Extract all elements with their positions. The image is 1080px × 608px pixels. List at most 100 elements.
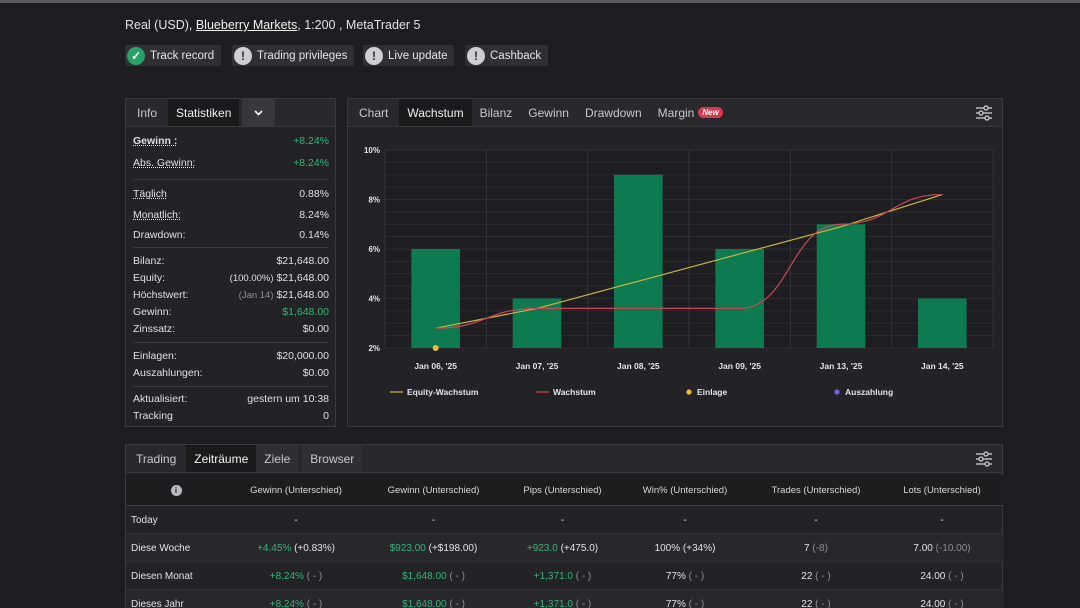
profit-diff: ( - ) (449, 570, 465, 582)
tab-statistics[interactable]: Statistiken (168, 99, 240, 126)
cell-gain: +8.24% ( - ) (226, 590, 366, 608)
equity-amount: $21,648.00 (276, 272, 329, 284)
cell-profit: $1,648.00 ( - ) (366, 590, 501, 608)
stat-equity: Equity: (100.00%) $21,648.00 (133, 270, 329, 286)
stat-value: 0.88% (299, 188, 329, 200)
bar (512, 298, 562, 348)
tab-growth[interactable]: Wachstum (399, 99, 472, 126)
tab-trading[interactable]: Trading (136, 451, 177, 466)
tab-drawdown[interactable]: Drawdown (584, 105, 642, 120)
header-lots[interactable]: Lots (Unterschied) (903, 485, 981, 496)
y-tick-label: 8% (368, 196, 380, 205)
trades-value: 22 (801, 598, 813, 608)
cell-lots: - (886, 506, 998, 534)
settings-sliders-icon[interactable] (975, 451, 993, 467)
pips-diff: ( - ) (575, 570, 592, 582)
stat-label[interactable]: Täglich (133, 188, 167, 200)
row-period: Dieses Jahr (131, 598, 184, 608)
tab-margin[interactable]: Margin New (650, 99, 731, 126)
cell-win: 77% ( - ) (624, 590, 746, 608)
divider (133, 247, 329, 248)
pips-value: - (560, 514, 565, 526)
lots-value: 24.00 (920, 598, 946, 608)
exclamation-icon: ! (467, 46, 485, 65)
table-row: Diesen Monat +8.24% ( - ) $1,648.00 ( - … (126, 562, 1004, 590)
account-details: , 1:200 , MetaTrader 5 (297, 18, 421, 32)
stat-label[interactable]: Abs. Gewinn: (133, 157, 196, 169)
tab-periods[interactable]: Zeiträume (186, 445, 257, 472)
tab-info[interactable]: Info (137, 105, 158, 120)
legend-dot-swatch (686, 389, 692, 395)
badge-trading-privileges[interactable]: ! Trading privileges (232, 45, 355, 66)
cell-trades: 7 (-8) (746, 534, 886, 562)
cell-pips: - (501, 506, 624, 534)
high-date: (Jan 14) (238, 290, 274, 301)
stat-deposits: Einlagen: $20,000.00 (133, 348, 329, 364)
bar (614, 174, 663, 348)
badge-track-record[interactable]: ✓ Track record (125, 45, 222, 66)
bar (411, 249, 460, 348)
account-summary: Real (USD), Blueberry Markets, 1:200 , M… (125, 18, 421, 32)
tab-chart[interactable]: Chart (359, 105, 389, 120)
settings-sliders-icon[interactable] (975, 105, 993, 121)
cell-profit: $1,648.00 ( - ) (366, 562, 501, 590)
win-diff: ( - ) (688, 598, 705, 608)
header-win[interactable]: Win% (Unterschied) (642, 485, 728, 496)
gain-diff: (+0.83%) (294, 542, 335, 554)
badge-label: Cashback (490, 49, 542, 62)
broker-link[interactable]: Blueberry Markets (195, 18, 298, 32)
badge-live-update[interactable]: ! Live update (363, 45, 455, 66)
tab-balance[interactable]: Bilanz (479, 105, 513, 120)
legend-dot-swatch (834, 389, 840, 395)
table-row: Dieses Jahr +8.24% ( - ) $1,648.00 ( - )… (126, 590, 1004, 608)
trades-diff: ( - ) (815, 570, 831, 582)
stats-dropdown[interactable] (242, 99, 276, 126)
cell-pips: +923.0 (+475.0) (501, 534, 624, 562)
legend-label: Wachstum (553, 387, 596, 397)
chart-tabs: Chart Wachstum Bilanz Gewinn Drawdown Ma… (348, 99, 1002, 127)
profit-value: - (431, 514, 436, 526)
tab-goals[interactable]: Ziele (256, 445, 299, 472)
x-tick-label: Jan 08, '25 (617, 361, 660, 371)
header-gain[interactable]: Gewinn (Unterschied) (250, 485, 342, 496)
header-profit[interactable]: Gewinn (Unterschied) (387, 485, 480, 496)
x-tick-label: Jan 14, '25 (921, 361, 964, 371)
legend-label: Einlage (697, 387, 728, 397)
periods-panel: Trading Zeiträume Ziele Browser i Gewinn… (125, 444, 1004, 608)
stat-value: $21,648.00 (276, 255, 329, 267)
trades-value: 7 (804, 542, 810, 554)
account-type: Real (USD), (125, 18, 196, 32)
row-period: Today (131, 514, 158, 526)
tab-browser[interactable]: Browser (302, 445, 363, 472)
info-icon[interactable]: i (170, 485, 182, 496)
y-tick-label: 4% (368, 295, 380, 304)
header-trades[interactable]: Trades (Unterschied) (771, 485, 861, 496)
stat-label: Auszahlungen: (133, 367, 203, 379)
tab-profit[interactable]: Gewinn (528, 105, 569, 120)
header-info[interactable]: i (126, 475, 226, 506)
divider (133, 386, 329, 387)
row-period: Diese Woche (131, 542, 191, 554)
stat-label: Bilanz: (133, 255, 165, 267)
stat-value: 0 (323, 410, 329, 422)
chevron-down-icon (254, 109, 264, 116)
lots-diff: ( - ) (948, 570, 964, 582)
stat-value: $0.00 (302, 367, 329, 379)
legend-label: Auszahlung (845, 387, 893, 397)
profit-value: $923.00 (389, 542, 426, 554)
stat-label[interactable]: Monatlich: (133, 209, 181, 221)
header-pips[interactable]: Pips (Unterschied) (523, 485, 602, 496)
badge-cashback[interactable]: ! Cashback (465, 45, 549, 66)
profit-value: $1,648.00 (402, 570, 447, 582)
stats-panel: Info Statistiken Gewinn : +8.24% Abs. Ge… (125, 98, 336, 427)
legend-label: Equity-Wachstum (407, 387, 479, 397)
bar (715, 249, 764, 348)
stat-label: Aktualisiert: (133, 393, 188, 405)
deposit-marker (432, 345, 439, 351)
stat-value: +8.24% (293, 157, 329, 169)
stat-label[interactable]: Gewinn : (133, 135, 178, 147)
high-amount: $21,648.00 (276, 289, 329, 301)
stat-tracking: Tracking 0 (133, 408, 329, 424)
win-diff: (+34%) (682, 542, 716, 554)
cell-win: - (624, 506, 746, 534)
